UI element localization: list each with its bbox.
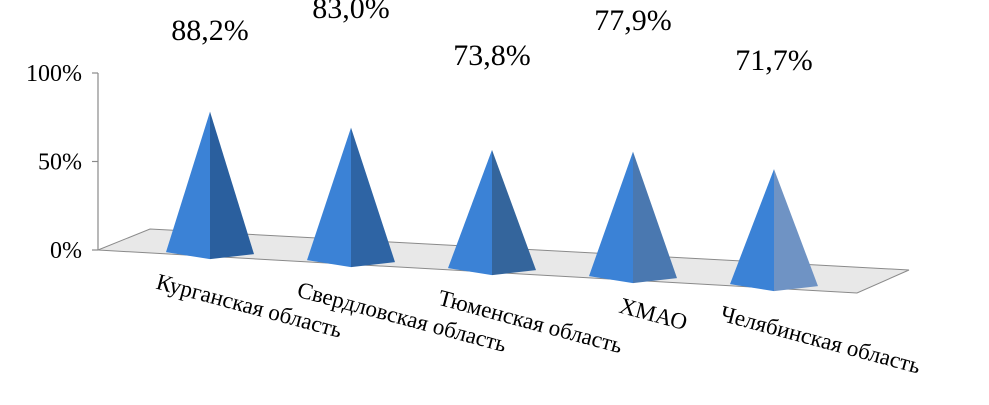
pyramid-front-face [589,151,633,284]
data-label: 77,9% [594,4,672,37]
pyramid-side-face [210,111,254,260]
pyramid [307,127,395,268]
category-label: ХМАО [617,293,690,335]
pyramid-front-face [307,127,351,268]
value-axis: 0% 50% 100% [26,61,99,264]
data-labels: 88,2% 83,0% 73,8% 77,9% 71,7% [171,0,813,77]
pyramid-series [166,111,818,292]
pyramid [589,151,677,284]
pyramid-front-face [448,149,492,276]
data-label: 73,8% [453,39,531,72]
pyramid-side-face [492,149,536,276]
y-tick-label: 0% [50,238,82,264]
y-tick-label: 100% [26,61,82,87]
pyramid-front-face [166,111,210,260]
pyramid-side-face [633,151,677,284]
pyramid [448,149,536,276]
data-label: 88,2% [171,14,249,47]
pyramid-side-face [774,169,818,292]
pyramid-front-face [730,169,774,292]
category-label: Челябинская область [718,301,924,379]
data-label: 83,0% [312,0,390,25]
pyramid-side-face [351,127,395,268]
pyramid [166,111,254,260]
pyramid [730,169,818,292]
data-label: 71,7% [735,44,813,77]
y-tick-label: 50% [38,150,82,176]
